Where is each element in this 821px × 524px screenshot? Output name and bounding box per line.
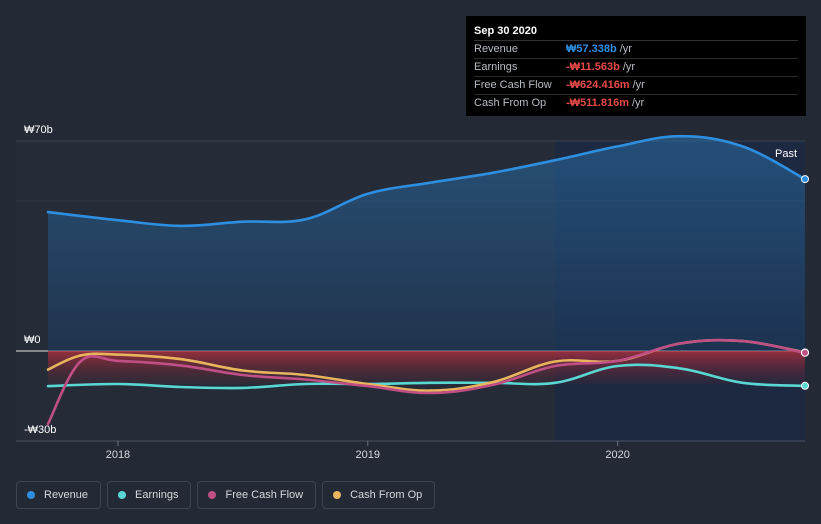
x-tick-label: 2020 — [605, 449, 629, 461]
legend-dot-icon — [333, 491, 342, 499]
series-line-free-cash-flow — [46, 338, 805, 426]
tooltip-value: -₩624.416m — [566, 79, 630, 91]
tooltip-row-free-cash-flow: Free Cash Flow -₩624.416m /yr — [474, 77, 798, 95]
tooltip-value: -₩11.563b — [566, 61, 620, 73]
series-end-point-earnings — [801, 381, 809, 390]
legend-label: Cash From Op — [350, 489, 423, 501]
legend-item-free-cash-flow[interactable]: Free Cash Flow — [197, 481, 317, 509]
legend-item-revenue[interactable]: Revenue — [16, 481, 102, 509]
legend-label: Earnings — [135, 489, 179, 501]
legend-label: Revenue — [44, 489, 89, 501]
tooltip-label: Earnings — [474, 61, 518, 73]
tooltip-row-revenue: Revenue ₩57.338b /yr — [474, 41, 798, 59]
legend-label: Free Cash Flow — [225, 489, 304, 501]
tooltip-date: Sep 30 2020 — [474, 24, 798, 41]
tooltip-row-cash-from-op: Cash From Op -₩511.816m /yr — [474, 95, 798, 112]
series-line-revenue — [46, 134, 805, 228]
tooltip-value: ₩57.338b — [566, 43, 617, 55]
legend-dot-icon — [27, 491, 35, 499]
tooltip-unit: /yr — [622, 61, 636, 73]
legend-dot-icon — [118, 491, 127, 499]
legend: Revenue Earnings Free Cash Flow Cash Fro… — [16, 481, 436, 509]
tooltip-row-earnings: Earnings -₩11.563b /yr — [474, 59, 798, 77]
tooltip-value: -₩511.816m — [566, 97, 629, 109]
tooltip-label: Cash From Op — [474, 97, 547, 109]
series-end-point-free-cash-flow — [801, 348, 809, 357]
tooltip-label: Revenue — [474, 43, 519, 55]
tooltip-unit: /yr — [619, 43, 632, 55]
legend-dot-icon — [208, 491, 217, 499]
y-tick-label: ₩70b — [24, 124, 53, 136]
past-label: Past — [775, 148, 797, 160]
tooltip-unit: /yr — [632, 79, 645, 91]
tooltip-label: Free Cash Flow — [474, 79, 552, 91]
revenue-area — [48, 136, 805, 351]
x-tick-label: 2019 — [356, 449, 380, 461]
legend-item-cash-from-op[interactable]: Cash From Op — [322, 481, 436, 509]
series-line-earnings — [46, 363, 805, 390]
x-tick-label: 2018 — [106, 449, 130, 461]
legend-item-earnings[interactable]: Earnings — [107, 481, 192, 509]
tooltip: Sep 30 2020 Revenue ₩57.338b /yr Earning… — [466, 16, 806, 116]
series-end-point-revenue — [801, 175, 809, 184]
tooltip-unit: /yr — [631, 97, 645, 109]
y-tick-label: ₩0 — [24, 334, 41, 346]
y-tick-label: -₩30b — [24, 424, 56, 436]
